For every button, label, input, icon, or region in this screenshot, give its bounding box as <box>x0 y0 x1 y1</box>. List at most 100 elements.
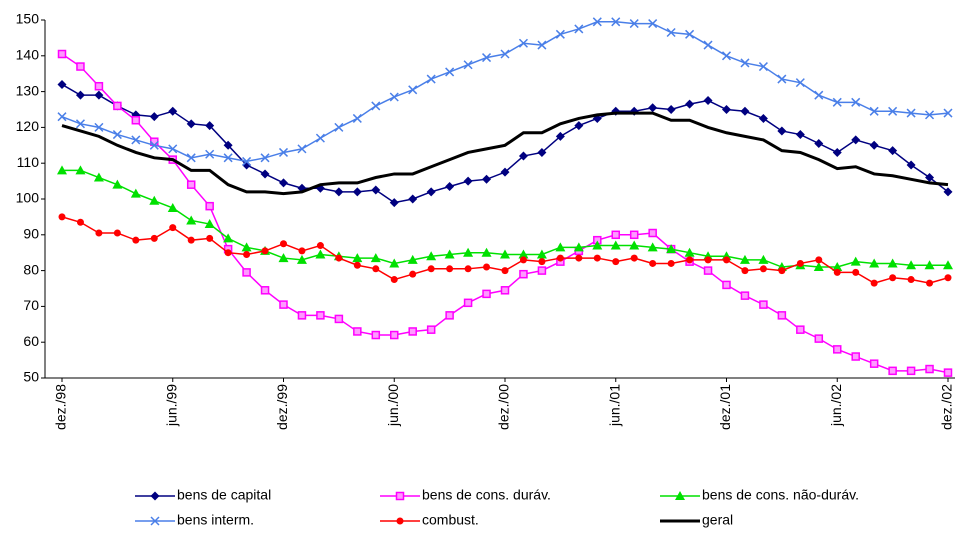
marker <box>260 169 270 179</box>
marker <box>777 126 787 136</box>
marker <box>280 240 287 248</box>
marker <box>758 113 768 123</box>
marker <box>187 236 195 244</box>
marker <box>297 311 307 320</box>
marker <box>463 176 473 186</box>
marker <box>850 256 861 266</box>
marker <box>686 256 694 264</box>
marker <box>334 187 344 197</box>
marker <box>241 242 252 252</box>
marker <box>500 167 510 177</box>
y-tick-label: 50 <box>23 369 39 385</box>
marker <box>610 240 621 250</box>
marker <box>481 247 492 257</box>
x-tick-label: jun./00 <box>385 384 401 427</box>
marker <box>796 325 805 334</box>
marker <box>906 160 916 170</box>
marker <box>94 122 104 132</box>
marker <box>722 280 731 290</box>
marker <box>408 85 418 95</box>
marker <box>316 242 324 250</box>
marker <box>740 291 750 300</box>
marker <box>483 263 491 271</box>
marker <box>186 119 196 129</box>
marker <box>518 151 528 161</box>
marker <box>223 233 234 243</box>
marker <box>832 262 843 272</box>
marker <box>851 97 861 107</box>
marker <box>186 180 196 189</box>
marker <box>76 218 84 226</box>
marker <box>408 327 417 336</box>
marker <box>814 139 824 149</box>
marker <box>224 249 232 257</box>
marker <box>149 140 159 150</box>
marker <box>463 298 473 308</box>
marker <box>463 60 473 70</box>
marker <box>629 19 639 29</box>
marker <box>815 256 823 264</box>
marker <box>593 254 601 262</box>
y-tick-label: 150 <box>16 11 40 27</box>
marker <box>75 90 85 100</box>
marker <box>408 194 418 204</box>
y-tick-label: 120 <box>16 118 40 134</box>
marker <box>482 289 491 299</box>
marker <box>371 101 381 111</box>
marker <box>389 258 400 268</box>
marker <box>445 181 455 191</box>
marker <box>592 17 602 27</box>
marker <box>685 99 695 109</box>
marker <box>574 121 584 131</box>
marker <box>315 133 325 143</box>
marker <box>796 259 804 267</box>
marker <box>833 345 842 354</box>
marker <box>777 74 787 84</box>
marker <box>57 49 67 59</box>
marker <box>759 265 767 273</box>
marker <box>113 229 121 237</box>
marker <box>795 130 805 140</box>
marker <box>149 112 159 122</box>
x-tick-label: jun./99 <box>163 384 179 427</box>
marker <box>870 279 878 287</box>
marker <box>57 79 67 89</box>
marker <box>814 90 824 100</box>
series-line <box>61 111 949 196</box>
marker <box>353 261 361 269</box>
legend-label: bens de cons. não-duráv. <box>702 487 859 503</box>
marker <box>204 219 215 229</box>
marker <box>519 269 528 279</box>
marker <box>371 330 381 340</box>
marker <box>666 27 676 38</box>
marker <box>869 140 879 150</box>
marker <box>832 97 842 107</box>
y-tick-label: 100 <box>16 190 40 206</box>
marker <box>167 202 178 212</box>
marker <box>205 201 214 211</box>
legend-label: combust. <box>422 512 479 528</box>
marker <box>648 19 658 29</box>
marker <box>630 254 638 262</box>
marker <box>943 187 953 197</box>
marker <box>740 58 750 68</box>
marker <box>685 29 695 39</box>
marker <box>924 260 935 270</box>
marker <box>833 268 841 276</box>
marker <box>94 90 104 100</box>
marker <box>684 247 695 257</box>
marker <box>396 517 404 525</box>
marker <box>205 149 215 159</box>
marker <box>778 267 786 275</box>
marker <box>944 274 952 282</box>
marker <box>926 279 934 287</box>
marker <box>482 174 492 184</box>
x-tick-label: dez./02 <box>939 384 955 430</box>
marker <box>186 153 196 163</box>
marker <box>76 62 85 71</box>
marker <box>95 229 103 237</box>
marker <box>887 258 898 268</box>
marker <box>869 106 879 116</box>
legend-label: bens de capital <box>177 487 271 503</box>
marker <box>907 276 915 284</box>
